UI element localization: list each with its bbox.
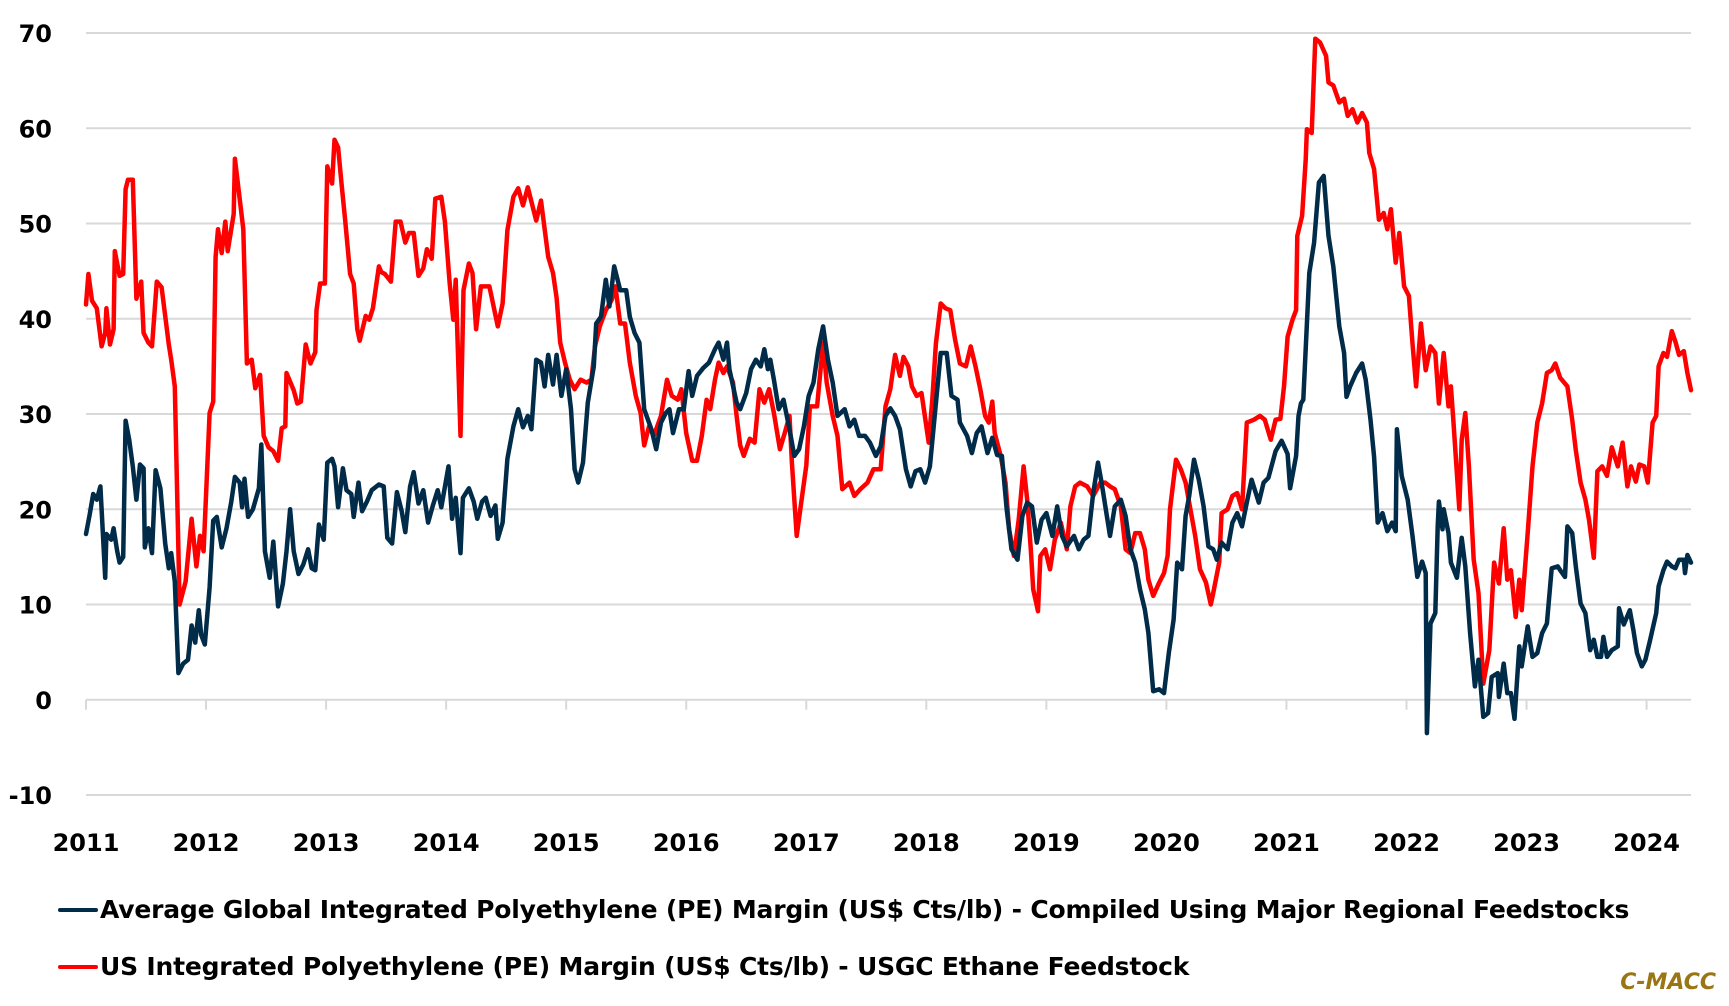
x-tick-label: 2024	[1613, 829, 1680, 857]
y-axis-tick-labels: -10 0 10 20 30 40 50 60 70	[9, 20, 52, 810]
legend-item-global-margin: Average Global Integrated Polyethylene (…	[58, 895, 1629, 924]
series-line-global-margin	[83, 173, 1694, 736]
y-tick-label: 60	[19, 115, 52, 143]
x-tick-label: 2011	[53, 829, 120, 857]
x-tick-label: 2021	[1253, 829, 1320, 857]
y-tick-label: 70	[19, 20, 52, 48]
series-lines	[83, 36, 1694, 736]
x-axis-tick-labels: 2011 2012 2013 2014 2015 2016 2017 2018 2019 2020…	[53, 829, 1680, 857]
x-tick-label: 2017	[773, 829, 840, 857]
x-tick-label: 2012	[173, 829, 240, 857]
y-tick-label: 20	[19, 496, 52, 524]
y-tick-label: -10	[9, 782, 52, 810]
x-tick-label: 2020	[1133, 829, 1200, 857]
y-tick-label: 10	[19, 592, 52, 620]
x-tick-label: 2013	[293, 829, 360, 857]
legend-item-us-margin: US Integrated Polyethylene (PE) Margin (…	[58, 952, 1189, 981]
legend-swatch-global	[58, 907, 98, 912]
x-tick-label: 2018	[893, 829, 960, 857]
x-tick-label: 2022	[1373, 829, 1440, 857]
series-line-us-margin	[83, 36, 1694, 686]
x-tick-label: 2019	[1013, 829, 1080, 857]
legend-label-global: Average Global Integrated Polyethylene (…	[100, 895, 1630, 924]
y-tick-label: 30	[19, 401, 52, 429]
legend-swatch-us	[58, 964, 98, 969]
source-brand-label: C-MACC	[1620, 970, 1716, 995]
x-tick-label: 2014	[413, 829, 480, 857]
x-tick-label: 2023	[1493, 829, 1560, 857]
y-tick-label: 0	[35, 687, 52, 715]
y-tick-label: 40	[19, 306, 52, 334]
x-axis	[85, 698, 1691, 710]
x-tick-label: 2016	[653, 829, 720, 857]
legend-label-us: US Integrated Polyethylene (PE) Margin (…	[100, 952, 1190, 981]
x-tick-label: 2015	[533, 829, 600, 857]
y-tick-label: 50	[19, 211, 52, 239]
